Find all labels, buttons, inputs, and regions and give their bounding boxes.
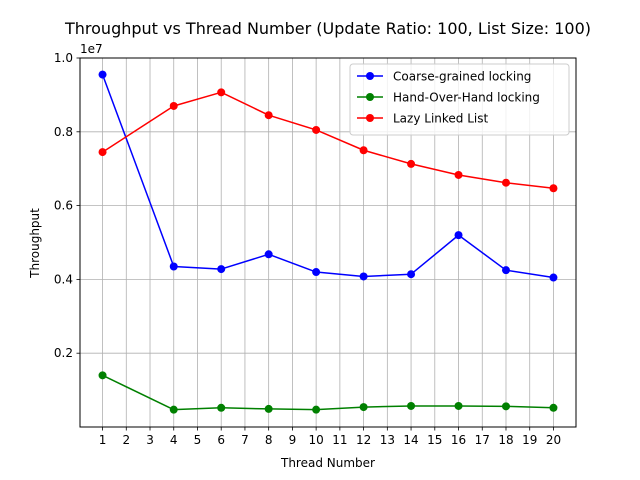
series-line-hand-over-hand-locking <box>102 374 554 411</box>
legend: Coarse-grained locking Hand-Over-Hand loc… <box>349 63 570 136</box>
data-point-lazy-linked-list <box>312 125 321 134</box>
x-tick-label: 2 <box>122 433 130 447</box>
data-point-hand-over-hand-locking <box>98 371 107 380</box>
y-tick-label: 1.0 <box>54 51 73 65</box>
data-point-coarse-grained-locking <box>549 273 558 282</box>
data-point-hand-over-hand-locking <box>549 403 558 412</box>
y-offset-label: 1e7 <box>80 42 103 56</box>
x-tick-label: 20 <box>546 433 561 447</box>
y-tick-label: 0.2 <box>54 346 73 360</box>
data-point-lazy-linked-list <box>407 159 416 168</box>
legend-marker-lazy-linked-list <box>366 114 374 122</box>
data-point-lazy-linked-list <box>98 148 107 157</box>
series-line-lazy-linked-list <box>102 91 554 190</box>
y-axis-ticks: 0.2 0.4 0.6 0.8 1.0 <box>54 51 80 360</box>
data-point-coarse-grained-locking <box>359 272 368 281</box>
data-point-lazy-linked-list <box>169 101 178 110</box>
data-point-lazy-linked-list <box>501 178 510 187</box>
x-tick-label: 13 <box>380 433 395 447</box>
y-axis-label: Throughput <box>28 208 42 279</box>
x-tick-label: 16 <box>451 433 466 447</box>
data-point-coarse-grained-locking <box>169 262 178 271</box>
data-point-hand-over-hand-locking <box>501 402 510 411</box>
legend-marker-hand-over-hand-locking <box>366 93 374 101</box>
x-tick-label: 4 <box>170 433 178 447</box>
x-tick-label: 12 <box>356 433 371 447</box>
x-tick-label: 17 <box>475 433 490 447</box>
data-point-hand-over-hand-locking <box>454 401 463 410</box>
x-tick-label: 15 <box>427 433 442 447</box>
x-tick-label: 11 <box>332 433 347 447</box>
data-point-lazy-linked-list <box>264 111 273 120</box>
data-point-coarse-grained-locking <box>264 250 273 259</box>
chart-title: Throughput vs Thread Number (Update Rati… <box>64 19 591 38</box>
data-point-hand-over-hand-locking <box>359 403 368 412</box>
y-tick-label: 0.8 <box>54 125 73 139</box>
data-point-lazy-linked-list <box>549 184 558 193</box>
x-tick-label: 9 <box>289 433 297 447</box>
grid <box>80 57 576 427</box>
data-point-hand-over-hand-locking <box>217 403 226 412</box>
x-tick-label: 1 <box>99 433 107 447</box>
y-tick-label: 0.6 <box>54 199 73 213</box>
data-point-hand-over-hand-locking <box>312 405 321 414</box>
x-tick-label: 18 <box>498 433 513 447</box>
x-tick-label: 14 <box>403 433 418 447</box>
x-axis-ticks: 1 2 3 4 5 6 7 8 9 10 11 12 13 14 15 16 17 18 19 20 <box>99 427 561 447</box>
axes-frame <box>79 57 577 428</box>
legend-box <box>349 63 570 136</box>
data-point-hand-over-hand-locking <box>169 405 178 414</box>
legend-label-hand-over-hand-locking: Hand-Over-Hand locking <box>393 91 540 105</box>
x-tick-label: 5 <box>194 433 202 447</box>
y-tick-label: 0.4 <box>54 272 73 286</box>
data-point-hand-over-hand-locking <box>407 401 416 410</box>
series-layer <box>98 70 558 414</box>
data-point-hand-over-hand-locking <box>264 404 273 413</box>
data-point-coarse-grained-locking <box>454 231 463 240</box>
x-tick-label: 3 <box>146 433 154 447</box>
legend-label-lazy-linked-list: Lazy Linked List <box>393 112 488 126</box>
plot-area <box>79 57 577 428</box>
data-point-lazy-linked-list <box>454 170 463 179</box>
data-point-coarse-grained-locking <box>217 265 226 274</box>
x-tick-label: 19 <box>522 433 537 447</box>
x-tick-label: 10 <box>308 433 323 447</box>
x-tick-label: 6 <box>217 433 225 447</box>
series-line-coarse-grained-locking <box>101 74 554 279</box>
data-point-coarse-grained-locking <box>407 270 416 279</box>
legend-label-coarse-grained-locking: Coarse-grained locking <box>393 70 531 84</box>
x-axis-label: Thread Number <box>280 456 375 470</box>
x-tick-label: 7 <box>241 433 249 447</box>
data-point-lazy-linked-list <box>217 88 226 97</box>
legend-marker-coarse-grained-locking <box>366 72 374 80</box>
data-point-coarse-grained-locking <box>501 266 510 275</box>
data-point-coarse-grained-locking <box>98 70 107 79</box>
data-point-coarse-grained-locking <box>312 268 321 277</box>
data-point-lazy-linked-list <box>359 146 368 155</box>
x-tick-label: 8 <box>265 433 273 447</box>
